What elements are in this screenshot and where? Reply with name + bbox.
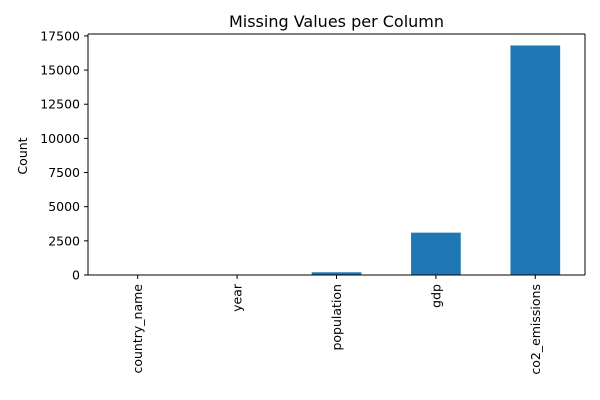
axes-frame (87, 33, 586, 276)
bar-co2-emissions (510, 45, 561, 275)
x-ticks-group: country_name year population gdp co2_emissio… (130, 275, 543, 375)
x-tick-label: population (329, 284, 344, 351)
y-tick-label: 12500 (40, 97, 80, 112)
bars-group (311, 45, 561, 275)
y-tick-label: 5000 (48, 199, 80, 214)
y-tick-label: 17500 (40, 28, 80, 43)
y-tick-label: 10000 (40, 131, 80, 146)
x-tick-label: co2_emissions (528, 284, 543, 375)
x-tick-label: gdp (428, 284, 443, 308)
x-tick-label: country_name (130, 284, 145, 374)
chart-title: Missing Values per Column (229, 12, 444, 31)
bar-gdp (411, 232, 461, 275)
bar-population (311, 272, 362, 275)
y-tick-label: 2500 (48, 233, 80, 248)
y-tick-label: 0 (72, 268, 80, 283)
y-tick-label: 7500 (48, 165, 80, 180)
y-ticks-group: 0 2500 5000 7500 10000 12500 15000 17500 (40, 28, 88, 283)
y-tick-label: 15000 (40, 63, 80, 78)
x-tick-label: year (230, 283, 245, 312)
y-axis-label: Count (15, 137, 30, 174)
